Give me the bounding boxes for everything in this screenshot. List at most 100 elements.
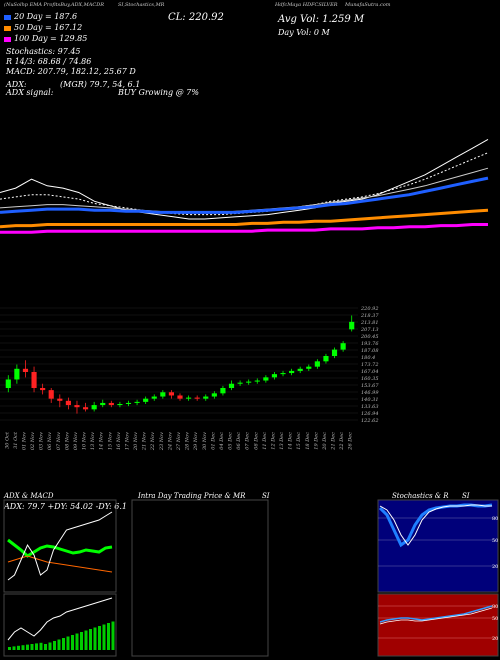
x-tick-label: 04 Dec — [219, 432, 225, 450]
candle-body — [151, 396, 157, 399]
y-tick-label: 207.13 — [360, 327, 379, 333]
candle-body — [203, 396, 209, 399]
header-top-left: (NuSolhp EMA ProfitsBuy,ADX,MACDR — [4, 2, 104, 8]
macd-histogram-bar — [80, 632, 83, 650]
si-panel-frame — [377, 593, 499, 657]
macd-panel-frame — [3, 593, 117, 657]
candle-body — [117, 404, 123, 406]
y-tick-label: 153.67 — [361, 383, 379, 389]
x-tick-label: 01 Nov — [21, 432, 27, 450]
ema20-swatch — [4, 14, 11, 20]
x-tick-label: 07 Nov — [56, 432, 62, 450]
stoch-d-line — [379, 504, 492, 546]
macd-histogram-bar — [44, 644, 47, 650]
adx-panel-title: ADX & MACD — [4, 492, 54, 500]
x-tick-label: 30 Nov — [202, 432, 208, 450]
x-tick-label: 09 Nov — [73, 432, 79, 450]
candle-body — [349, 321, 355, 330]
candle-body — [194, 397, 200, 399]
x-tick-label: 16 Nov — [116, 432, 122, 450]
macd-histogram-bar — [30, 644, 34, 650]
macd-histogram-bar — [57, 639, 61, 650]
adx-plus-line — [7, 538, 113, 558]
adx-label: ADX: — [6, 80, 27, 89]
x-tick-label: 18 Dec — [305, 432, 311, 450]
x-tick-label: 17 Nov — [124, 432, 130, 450]
candle-body — [331, 349, 338, 356]
x-tick-label: 26 Dec — [348, 432, 354, 451]
x-tick-label: 14 Dec — [288, 432, 294, 450]
avg-volume: Avg Vol: 1.259 M — [278, 14, 365, 25]
candle-body — [228, 383, 235, 388]
x-tick-label: 06 Dec — [236, 432, 242, 450]
stochastics-readout: Stochastics: 97.45 — [6, 47, 81, 56]
candle-body — [177, 395, 183, 399]
candle-body — [323, 356, 329, 362]
candle-body — [160, 392, 166, 397]
candle-body — [168, 392, 174, 396]
macd-histogram-bar — [35, 643, 38, 650]
candle-body — [186, 397, 192, 399]
stoch-panel-frame — [377, 499, 499, 593]
x-tick-label: 10 Nov — [82, 432, 88, 450]
macd-histogram-bar — [75, 633, 79, 650]
x-tick-label: 05 Dec — [228, 432, 234, 450]
macd-histogram-bar — [21, 645, 25, 650]
candle-body — [220, 388, 226, 394]
stoch-panel-title: Stochastics & R — [392, 492, 449, 500]
candle-body — [143, 398, 149, 402]
macd-histogram-bar — [66, 636, 70, 650]
stoch-tick-label: 80 — [492, 516, 498, 522]
macd-histogram-bar — [89, 629, 92, 650]
x-tick-label: 21 Dec — [331, 432, 337, 451]
macd-histogram-bar — [8, 647, 11, 650]
legend-ema100: 100 Day = 129.85 — [4, 34, 87, 43]
ema-series-line — [0, 176, 489, 214]
ema-series-line — [0, 223, 488, 234]
ema-series-line — [0, 208, 489, 229]
candle-body — [263, 377, 269, 381]
y-tick-label: 146.99 — [361, 390, 379, 396]
candle-body — [211, 393, 217, 397]
y-tick-label: 126.94 — [361, 411, 379, 417]
x-tick-label: 22 Dec — [339, 432, 345, 451]
x-tick-label: 12 Dec — [270, 432, 276, 450]
x-tick-label: 03 Nov — [39, 432, 45, 450]
si-tick-label: 50 — [492, 616, 498, 622]
intraday-panel-title: Intra Day Trading Price & MR — [138, 492, 246, 500]
candle-body — [91, 405, 97, 410]
y-tick-label: 180.4 — [361, 355, 375, 361]
x-tick-label: 13 Dec — [279, 432, 285, 450]
candle-body — [14, 368, 20, 380]
candle-body — [57, 398, 63, 401]
ema-series-line — [0, 138, 489, 220]
x-tick-label: 15 Dec — [296, 432, 302, 450]
macd-histogram-bar — [111, 621, 115, 650]
candle-body — [74, 405, 80, 408]
x-tick-label: 06 Nov — [47, 432, 53, 450]
ema100-swatch — [4, 36, 11, 42]
legend-ema20: 20 Day = 187.6 — [4, 12, 77, 21]
stoch-r-readout: R 14/3: 68.68 / 74.86 — [6, 57, 92, 66]
candle-body — [280, 373, 286, 375]
adx-signal-value: BUY Growing @ 7% — [118, 88, 199, 97]
candle-body — [340, 343, 346, 350]
x-tick-label: 30 Oct — [4, 431, 10, 449]
macd-histogram-bar — [98, 626, 101, 650]
header-top-right: HdfcMaya HDFCSILVER — [275, 2, 338, 8]
candle-body — [237, 382, 243, 384]
candle-body — [5, 379, 11, 388]
si-tick-label: 80 — [492, 604, 498, 610]
candle-body — [289, 370, 295, 374]
x-tick-label: 22 Nov — [150, 432, 156, 451]
y-tick-label: 218.37 — [360, 313, 379, 319]
y-tick-label: 213.81 — [360, 320, 379, 326]
y-tick-label: 187.08 — [361, 348, 379, 354]
macd-histogram-bar — [107, 623, 110, 650]
candle-body — [40, 388, 46, 391]
macd-histogram-bar — [39, 642, 43, 650]
x-tick-label: 15 Nov — [107, 432, 113, 450]
